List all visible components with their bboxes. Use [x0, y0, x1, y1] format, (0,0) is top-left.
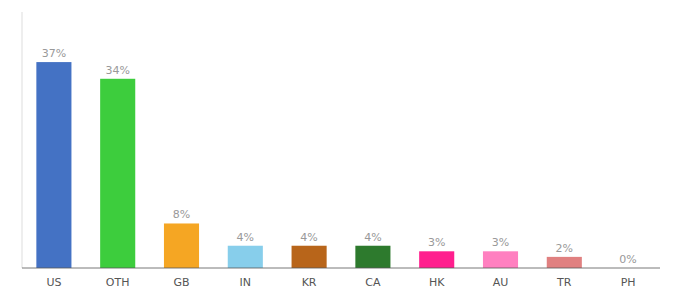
x-tick-label: KR: [302, 276, 317, 289]
x-tick-label: GB: [173, 276, 189, 289]
data-label: 37%: [42, 47, 66, 60]
data-label: 8%: [173, 208, 190, 221]
bar: [355, 246, 390, 268]
y-axis-line: [22, 12, 23, 268]
x-tick-label: PH: [621, 276, 636, 289]
data-label: 3%: [492, 236, 509, 249]
data-label: 2%: [556, 242, 573, 255]
data-label: 0%: [619, 253, 636, 266]
data-label: 3%: [428, 236, 445, 249]
bar: [547, 257, 582, 268]
x-tick-label: CA: [365, 276, 381, 289]
bar: [100, 79, 135, 268]
chart-svg: 37% 34% 8% 4% 4% 4% 3% 3% 2% 0% US OTH GB IN KR CA HK AU T…: [0, 0, 680, 300]
bar: [228, 246, 263, 268]
bars: [36, 62, 581, 268]
chart-container: 37% 34% 8% 4% 4% 4% 3% 3% 2% 0% US OTH GB IN KR CA HK AU T…: [0, 0, 680, 300]
x-tick-label: IN: [240, 276, 251, 289]
data-label: 4%: [300, 231, 317, 244]
x-axis-line: [22, 268, 660, 269]
x-tick-label: AU: [493, 276, 509, 289]
x-tick-label: HK: [429, 276, 445, 289]
bar: [419, 251, 454, 268]
data-label: 34%: [105, 64, 129, 77]
data-label: 4%: [364, 231, 381, 244]
bar: [164, 223, 199, 268]
x-tick-label: OTH: [106, 276, 130, 289]
x-tick-label: US: [46, 276, 61, 289]
bar: [36, 62, 71, 268]
bar: [292, 246, 327, 268]
x-tick-label: TR: [556, 276, 572, 289]
bar: [483, 251, 518, 268]
data-label: 4%: [237, 231, 254, 244]
